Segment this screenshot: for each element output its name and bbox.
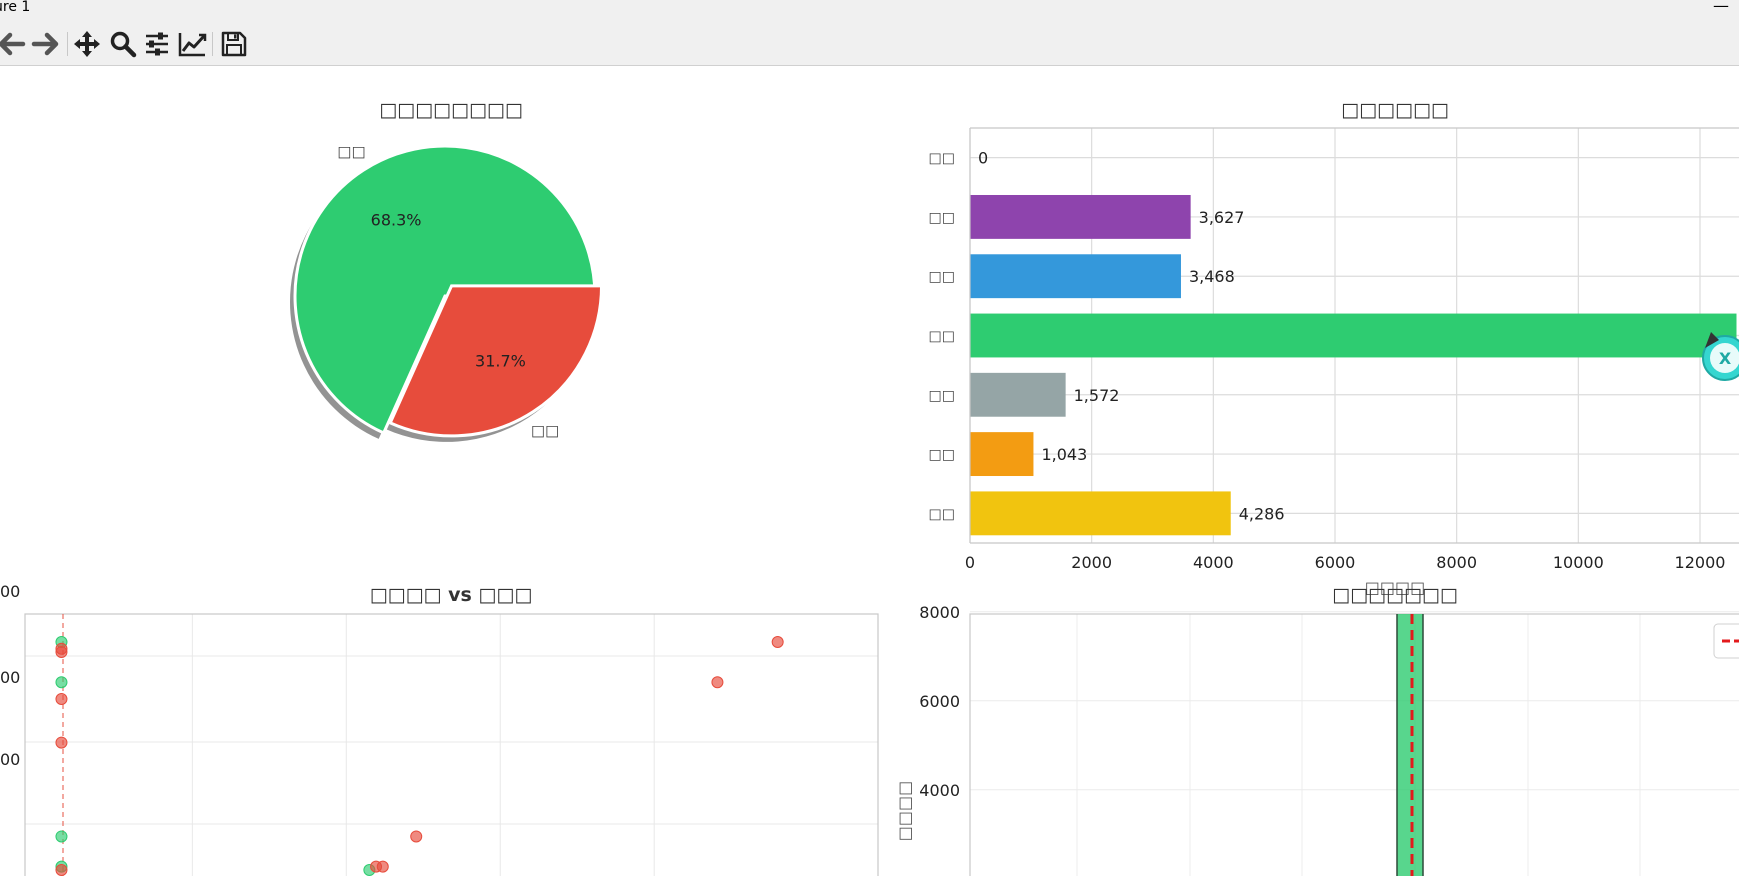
toolbar-separator xyxy=(67,32,68,56)
hbar-category-label: □□ xyxy=(929,210,955,226)
scatter-point[interactable] xyxy=(55,736,68,749)
scatter-ytick-label: 00 xyxy=(0,750,20,769)
arrow-left-icon xyxy=(0,32,26,56)
line-chart-icon xyxy=(178,33,207,57)
hbar-bar[interactable] xyxy=(970,372,1066,417)
scatter-grid xyxy=(25,614,878,876)
scatter-ytick-label: 00 xyxy=(0,668,20,687)
hist-grid xyxy=(970,611,1739,876)
scatter-frame xyxy=(24,613,879,876)
hist-ytick-label: 8000 xyxy=(919,603,960,622)
hbar-xtick-label: 0 xyxy=(965,553,975,572)
hbar-xtick-label: 12000 xyxy=(1675,553,1726,572)
pan-button[interactable] xyxy=(71,28,103,60)
scatter-point[interactable] xyxy=(55,676,68,689)
hbar-bars xyxy=(970,194,1737,536)
hist-ylabel: □□□□ xyxy=(895,781,914,841)
hbar-category-label: □□ xyxy=(929,447,955,463)
hbar-category-label: □□ xyxy=(929,388,955,404)
arrow-right-icon xyxy=(31,32,59,56)
hist-ytick-label: 4000 xyxy=(919,781,960,800)
hbar-value-labels: 0 3,627 3,468 1,572 1,043 4,286 xyxy=(978,149,1285,524)
back-button[interactable] xyxy=(0,28,28,60)
hbar-category-labels: □□ □□ □□ □□ □□ □□ □□ xyxy=(929,151,955,523)
minimize-button[interactable]: — xyxy=(1713,0,1729,15)
hbar-subplot: □□□□□□ □□□□□□□□□□□□□□ 03,6273,4681,5721,… xyxy=(929,99,1739,597)
hbar-category-label: □□ xyxy=(929,151,955,167)
pie-subplot: □□□□□□□□ □□ 68.3% □□ 31.7% xyxy=(290,99,604,442)
scatter-point[interactable] xyxy=(711,676,724,689)
hbar-xtick-label: 10000 xyxy=(1553,553,1604,572)
scatter-point[interactable] xyxy=(55,830,68,843)
hist-ytick-label: 6000 xyxy=(919,692,960,711)
hbar-bar[interactable] xyxy=(970,313,1737,358)
hist-legend xyxy=(1713,623,1739,659)
hbar-bar[interactable] xyxy=(970,254,1181,299)
scatter-point[interactable] xyxy=(55,693,68,705)
hbar-category-label: □□ xyxy=(929,269,955,285)
hbar-bar[interactable] xyxy=(970,432,1034,477)
window-title: ure 1 xyxy=(0,0,31,15)
hist-title: □□□□□□□ xyxy=(1332,584,1458,606)
scatter-subplot: □□□□ vs □□□ 00 00 00 xyxy=(0,582,879,876)
scatter-point[interactable] xyxy=(55,864,68,876)
edit-axis-button[interactable] xyxy=(176,28,208,60)
pie-pct-label: 31.7% xyxy=(475,351,526,370)
hbar-xtick-label: 4000 xyxy=(1193,553,1234,572)
hbar-category-label: □□ xyxy=(929,506,955,522)
configure-subplots-button[interactable] xyxy=(141,28,173,60)
floppy-disk-icon xyxy=(221,31,247,57)
hist-bar[interactable] xyxy=(1396,574,1424,876)
scatter-points xyxy=(55,636,784,876)
hbar-xtick-label: 8000 xyxy=(1436,553,1477,572)
pie-pct-label: 68.3% xyxy=(371,210,422,229)
sliders-icon xyxy=(146,32,168,56)
hist-bars xyxy=(1396,574,1424,876)
pie-slice-label: □□ xyxy=(531,421,559,439)
scatter-title: □□□□ vs □□□ xyxy=(370,584,533,606)
hbar-xtick-labels: 0 2000 4000 6000 8000 10000 12000 xyxy=(965,553,1726,572)
pie-slice[interactable] xyxy=(293,144,597,435)
scatter-ytick-labels: 00 00 00 xyxy=(0,582,20,769)
scatter-point[interactable] xyxy=(376,860,389,873)
figure-canvas: □□□□□□□□ □□68.3%□□31.7% □□□□□□ □□□□□□□□□… xyxy=(0,99,1739,876)
scatter-point[interactable] xyxy=(55,646,68,659)
scatter-point[interactable] xyxy=(771,636,784,648)
toolbar-separator xyxy=(212,32,213,56)
pie-title: □□□□□□□□ xyxy=(379,99,523,121)
hbar-xlabel: □□□□ xyxy=(1365,578,1425,597)
hbar-category-label: □□ xyxy=(929,329,955,345)
pie-slice-label: □□ xyxy=(337,143,365,161)
hist-ytick-labels: 4000 6000 8000 xyxy=(919,603,960,800)
hbar-value-label: 1,572 xyxy=(1074,386,1120,405)
hbar-value-label: 4,286 xyxy=(1239,504,1285,523)
hbar-value-label: 0 xyxy=(978,149,988,168)
hist-subplot: □□□□□□□ 4000 6000 8000 □□□□ xyxy=(895,574,1739,876)
window-title-bar: ure 1 — xyxy=(0,0,1739,22)
scatter-point[interactable] xyxy=(410,830,423,843)
hbar-xtick-label: 2000 xyxy=(1071,553,1112,572)
hist-frame xyxy=(969,613,1739,876)
hbar-value-label: 1,043 xyxy=(1041,445,1087,464)
mascot-icon[interactable]: X xyxy=(1702,332,1739,381)
zoom-button[interactable] xyxy=(107,28,139,60)
hbar-bar[interactable] xyxy=(970,491,1231,536)
svg-text:X: X xyxy=(1719,349,1732,368)
move-icon xyxy=(74,31,100,57)
forward-button[interactable] xyxy=(29,28,61,60)
hbar-bar[interactable] xyxy=(970,194,1191,239)
save-button[interactable] xyxy=(218,28,250,60)
navigation-toolbar xyxy=(0,22,1739,66)
hbar-title: □□□□□□ xyxy=(1341,99,1449,121)
hbar-xtick-label: 6000 xyxy=(1315,553,1356,572)
hbar-value-label: 3,468 xyxy=(1189,267,1235,286)
magnifier-icon xyxy=(110,31,137,58)
pie-slice[interactable] xyxy=(388,284,604,438)
pie-slices: □□ 68.3% □□ 31.7% xyxy=(293,143,604,439)
scatter-ytick-label: 00 xyxy=(0,582,20,601)
hbar-value-label: 3,627 xyxy=(1199,208,1245,227)
